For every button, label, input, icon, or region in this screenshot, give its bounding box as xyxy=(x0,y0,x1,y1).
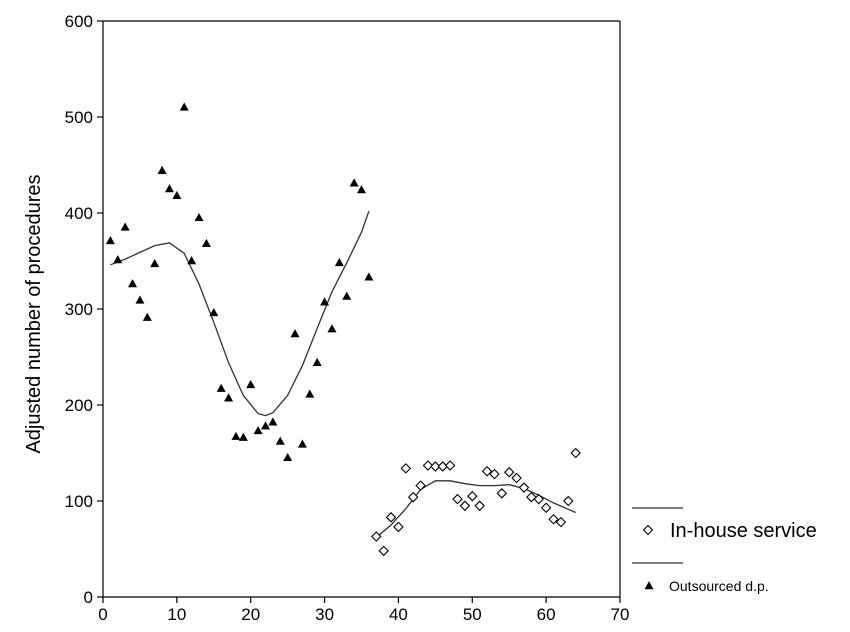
point-in-house-25 xyxy=(555,516,567,528)
data-points xyxy=(105,102,581,557)
point-in-house-5 xyxy=(407,491,419,503)
point-in-house-14 xyxy=(474,500,485,512)
point-in-house-1 xyxy=(378,545,389,557)
point-outsourced-5 xyxy=(142,312,152,321)
point-in-house-2 xyxy=(385,512,397,523)
point-outsourced-20 xyxy=(253,426,263,435)
point-outsourced-33 xyxy=(349,178,359,187)
y-tick-label-5: 500 xyxy=(65,108,93,127)
point-outsourced-18 xyxy=(238,432,248,441)
point-outsourced-4 xyxy=(135,295,145,304)
point-in-house-27 xyxy=(570,447,581,459)
point-outsourced-30 xyxy=(327,324,337,333)
point-outsourced-6 xyxy=(150,259,160,268)
point-outsourced-0 xyxy=(105,235,115,245)
point-outsourced-19 xyxy=(246,379,256,389)
point-outsourced-25 xyxy=(290,329,300,338)
x-tick-label-1: 10 xyxy=(167,605,186,624)
point-in-house-0 xyxy=(370,531,382,542)
point-in-house-11 xyxy=(452,493,463,505)
point-in-house-18 xyxy=(503,466,515,478)
legend-label-in-house: In-house service xyxy=(670,520,817,542)
point-outsourced-17 xyxy=(231,431,241,440)
point-outsourced-15 xyxy=(216,383,226,392)
point-outsourced-23 xyxy=(275,436,285,445)
x-tick-label-3: 30 xyxy=(315,605,334,624)
legend-symbol-outsourced xyxy=(644,581,654,590)
point-outsourced-26 xyxy=(297,439,307,448)
point-outsourced-24 xyxy=(283,452,293,462)
y-axis-label: Adjusted number of procedures xyxy=(23,174,45,453)
point-outsourced-35 xyxy=(364,272,374,281)
y-tick-label-4: 400 xyxy=(65,204,93,223)
point-outsourced-7 xyxy=(157,165,167,174)
point-outsourced-16 xyxy=(224,393,234,402)
point-in-house-15 xyxy=(481,465,493,477)
fit-line-in-house xyxy=(375,480,576,538)
point-outsourced-3 xyxy=(128,279,138,288)
point-in-house-26 xyxy=(563,495,574,507)
point-outsourced-28 xyxy=(312,357,322,366)
point-in-house-19 xyxy=(511,472,522,484)
y-tick-label-2: 200 xyxy=(65,396,93,415)
point-outsourced-21 xyxy=(260,421,270,430)
y-tick-label-3: 300 xyxy=(65,300,93,319)
point-outsourced-13 xyxy=(201,238,211,247)
legend-marker-in-house xyxy=(642,524,654,536)
point-outsourced-32 xyxy=(342,291,352,300)
legend-label-outsourced: Outsourced d.p. xyxy=(669,578,769,594)
fit-lines xyxy=(110,210,576,538)
point-outsourced-11 xyxy=(187,256,197,265)
point-outsourced-1 xyxy=(113,255,123,264)
x-ticks: 0 10 20 30 40 50 60 70 xyxy=(98,597,629,624)
point-outsourced-22 xyxy=(268,417,278,426)
x-tick-label-6: 60 xyxy=(537,605,556,624)
point-outsourced-10 xyxy=(179,102,189,111)
x-tick-label-0: 0 xyxy=(98,605,107,624)
x-tick-label-4: 40 xyxy=(389,605,408,624)
axes xyxy=(102,20,621,598)
y-tick-label-6: 600 xyxy=(65,12,93,31)
fit-line-outsourced xyxy=(110,210,370,417)
point-outsourced-8 xyxy=(164,184,174,193)
y-tick-label-1: 100 xyxy=(65,492,93,511)
point-outsourced-34 xyxy=(357,185,366,194)
point-outsourced-12 xyxy=(194,212,204,222)
point-in-house-16 xyxy=(489,468,500,480)
y-ticks: 0 100 200 300 400 500 600 xyxy=(65,12,103,607)
point-in-house-4 xyxy=(400,463,412,474)
x-tick-label-5: 50 xyxy=(463,605,482,624)
y-tick-label-0: 0 xyxy=(84,588,93,607)
point-outsourced-9 xyxy=(172,190,182,199)
legend-symbol-in-house xyxy=(642,524,654,536)
point-in-house-8 xyxy=(430,461,441,472)
x-tick-label-7: 70 xyxy=(611,605,630,624)
legend: In-house service Outsourced d.p. xyxy=(632,507,817,594)
point-in-house-17 xyxy=(496,488,508,499)
point-in-house-23 xyxy=(540,502,552,513)
point-in-house-6 xyxy=(415,480,426,491)
point-in-house-22 xyxy=(533,493,545,505)
point-in-house-24 xyxy=(548,513,559,525)
point-in-house-21 xyxy=(526,491,537,503)
point-outsourced-2 xyxy=(120,222,130,231)
point-outsourced-29 xyxy=(320,297,330,306)
point-in-house-10 xyxy=(444,460,456,471)
point-in-house-3 xyxy=(393,521,404,533)
legend-marker-outsourced xyxy=(644,581,654,590)
point-outsourced-14 xyxy=(209,307,219,317)
point-in-house-7 xyxy=(422,460,434,471)
point-in-house-12 xyxy=(459,500,471,512)
point-outsourced-27 xyxy=(305,389,315,398)
point-in-house-20 xyxy=(518,482,530,493)
point-in-house-13 xyxy=(467,490,478,502)
x-tick-label-2: 20 xyxy=(241,605,260,624)
point-outsourced-31 xyxy=(334,258,344,267)
